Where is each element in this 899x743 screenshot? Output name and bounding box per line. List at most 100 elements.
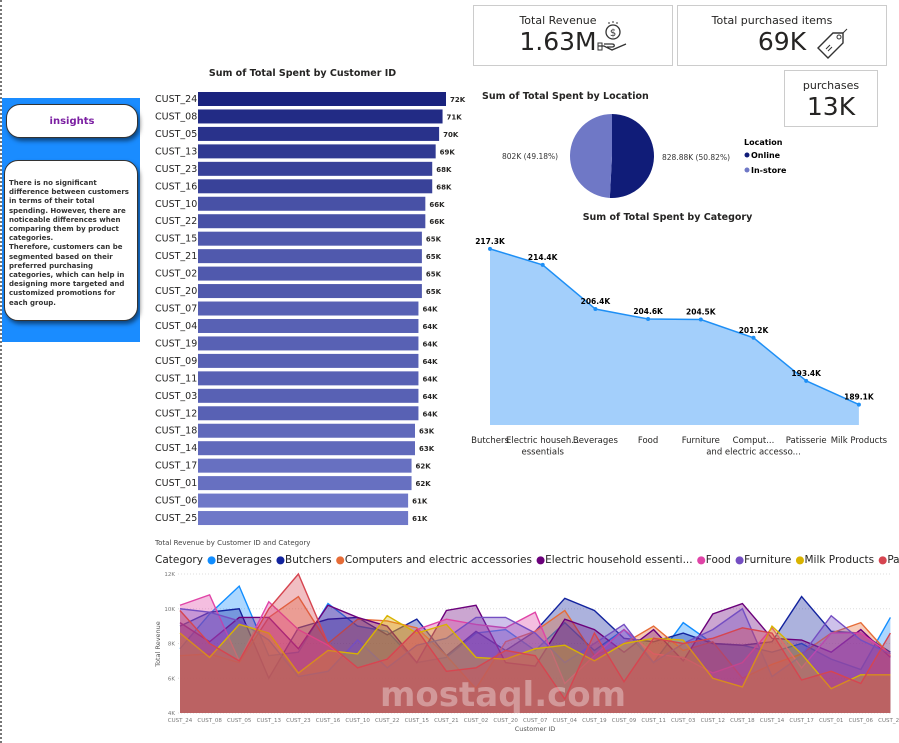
bar-data-label: 66K (429, 201, 445, 209)
bar-category-label: CUST_04 (155, 321, 197, 332)
bar-category-label: CUST_02 (155, 269, 197, 280)
legend-dot (744, 167, 750, 173)
bar (198, 336, 419, 351)
customer-bar-chart: CUST_24 72K CUST_08 71K CUST_05 70K CUST_13 69K… (155, 92, 466, 526)
x-tick-label: CUST_10 (345, 718, 370, 724)
category-tick-label: Patisserie (786, 436, 827, 446)
legend-label: Beverages (216, 554, 272, 566)
bar-data-label: 63K (419, 428, 435, 436)
y-tick-label: 4K (168, 711, 175, 717)
legend-item[interactable]: ●Furniture (735, 554, 791, 566)
bar-category-label: CUST_13 (155, 146, 197, 157)
x-tick-label: CUST_13 (257, 718, 282, 724)
bar-category-label: CUST_16 (155, 181, 197, 192)
revenue-area-chart: 4K 6K 8K 10K 12K CUST_24 CUST_08 CUST_05 CUST_13… (154, 572, 899, 733)
bar (198, 266, 422, 281)
area-patisserie (180, 574, 891, 713)
legend-label: Food (705, 554, 731, 566)
x-tick-label: CUST_25 (878, 718, 899, 724)
x-tick-label: CUST_06 (849, 718, 874, 724)
data-label: 206.4K (581, 297, 612, 306)
page-border (0, 0, 5, 743)
bar (198, 388, 419, 403)
x-tick-label: CUST_04 (553, 718, 578, 724)
pie-slice-online (609, 114, 654, 198)
data-label: 193.4K (791, 369, 822, 378)
bar-data-label: 64K (422, 410, 438, 418)
bar (198, 458, 412, 473)
bar (198, 423, 415, 438)
insights-button[interactable]: insights (6, 104, 138, 138)
category-tick-label: Food (638, 436, 658, 446)
card-value: 1.63M (519, 27, 597, 56)
legend-item[interactable]: ●Beverages (207, 554, 272, 566)
bar-category-label: CUST_12 (155, 408, 197, 419)
bar (198, 144, 436, 159)
legend-item[interactable]: ●Butchers (276, 554, 332, 566)
watermark: mostaql.com (380, 675, 627, 715)
purchases-card: purchases 13K (784, 70, 878, 127)
y-tick-label: 10K (164, 607, 175, 613)
category-legend: Category ●Beverages ●Butchers ●Computers a… (155, 554, 899, 566)
area-butchers (180, 596, 891, 713)
bar-category-label: CUST_17 (155, 461, 197, 472)
x-tick-label: CUST_18 (730, 718, 755, 724)
pie-label-instore: 802K (49.18%) (502, 152, 558, 161)
bar (198, 161, 433, 176)
category-tick-label: Milk Products (831, 436, 888, 446)
bar-data-label: 61K (412, 498, 428, 506)
legend-label: Patisserie (887, 554, 899, 566)
bar-data-label: 64K (422, 306, 438, 314)
legend-item[interactable]: ●Electric household essenti... (536, 554, 693, 566)
y-tick-label: 12K (164, 572, 175, 578)
legend-label: Computers and electric accessories (344, 554, 532, 566)
legend-dot: ● (335, 554, 345, 566)
price-tag-icon (817, 28, 848, 59)
x-tick-label: CUST_17 (789, 718, 814, 724)
legend-item[interactable]: ●Food (697, 554, 731, 566)
legend-item[interactable]: ●Patisserie (878, 554, 899, 566)
bar-data-label: 64K (422, 393, 438, 401)
bar (198, 179, 433, 194)
bar-category-label: CUST_22 (155, 216, 197, 227)
bar (198, 214, 426, 229)
bar (198, 92, 446, 106)
bar (198, 301, 419, 316)
category-tick-label: Beverages (573, 436, 619, 446)
bar-data-label: 65K (426, 271, 442, 279)
legend-item[interactable]: ●Milk Products (795, 554, 874, 566)
y-axis-title: Total Revenue (154, 621, 162, 668)
bar (198, 196, 426, 211)
legend-label: Butchers (285, 554, 332, 566)
bar-data-label: 68K (436, 183, 452, 191)
pie-legend-item: Online (751, 151, 781, 160)
legend-dot: ● (535, 554, 546, 566)
bar-data-label: 65K (426, 253, 442, 261)
legend-item[interactable]: ●Computers and electric accessories (336, 554, 532, 566)
line-electric (179, 602, 891, 667)
bar (198, 493, 409, 508)
bar-category-label: CUST_21 (155, 251, 197, 262)
legend-dot: ● (878, 554, 888, 566)
legend-dot: ● (734, 554, 745, 566)
bar-category-label: CUST_10 (155, 199, 197, 210)
data-label: 204.5K (686, 308, 717, 317)
bar-category-label: CUST_07 (155, 304, 197, 315)
bar-category-label: CUST_06 (155, 496, 197, 507)
legend-label: Electric household essenti... (545, 554, 693, 566)
bar-data-label: 62K (416, 480, 432, 488)
bar (198, 284, 422, 299)
data-point (540, 262, 545, 267)
bar (198, 231, 422, 246)
insights-title: insights (49, 115, 95, 127)
bar-category-label: CUST_03 (155, 391, 197, 402)
x-tick-label: CUST_02 (464, 718, 488, 724)
card-value: 13K (806, 92, 856, 121)
legend-dot: ● (206, 554, 217, 566)
card-label: purchases (802, 79, 860, 92)
pie-label-online: 828.88K (50.82%) (662, 153, 730, 162)
bar-category-label: CUST_09 (155, 356, 197, 367)
line-food (179, 593, 891, 685)
bar-data-label: 69K (440, 148, 456, 156)
legend-dot: ● (275, 554, 285, 566)
